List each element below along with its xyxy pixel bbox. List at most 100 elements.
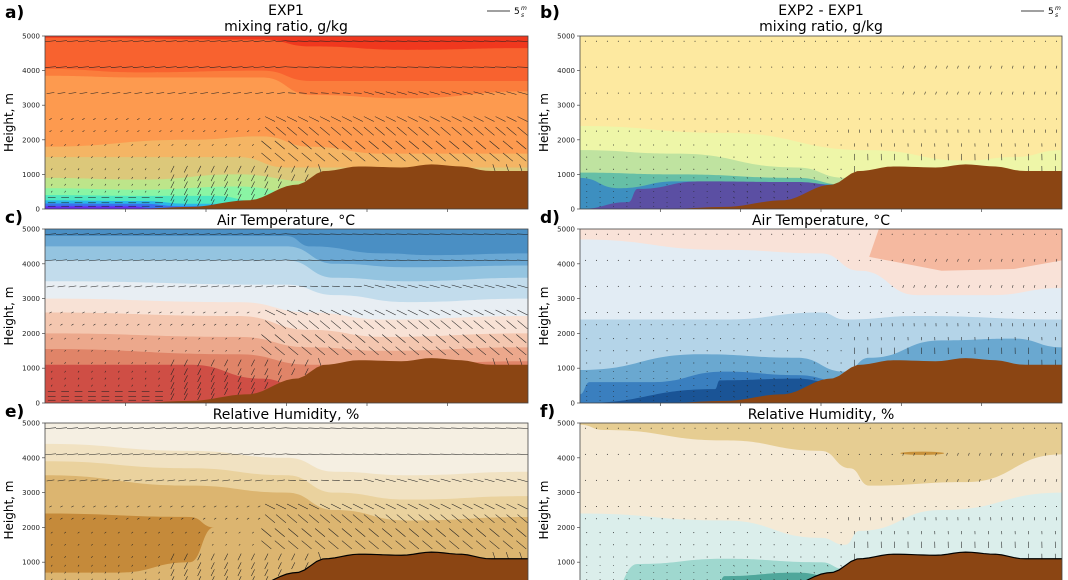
wind-arrow [224,194,229,202]
wind-arrow [451,284,462,289]
wind-arrow [1044,452,1047,456]
wind-arrow [341,514,353,524]
wind-arrow [840,350,842,352]
wind-arrow [143,427,155,430]
wind-arrow [869,259,871,261]
wind-arrow [1033,258,1036,262]
wind-arrow [880,233,882,235]
wind-arrow [495,40,507,42]
wind-arrow [310,285,318,287]
wind-arrow [408,140,420,150]
wind-arrow [626,338,628,340]
wind-arrow [171,337,174,340]
wind-arrow [440,259,452,261]
wind-arrow [286,116,298,122]
wind-arrow [869,427,871,429]
wind-arrow [1012,478,1014,482]
panel-label-e: e) [5,402,24,422]
wind-arrow [716,312,718,314]
wind-arrow [264,66,276,68]
wind-arrow [683,427,685,429]
wind-arrow [91,176,93,179]
wind-arrow [171,156,174,158]
wind-arrow [462,284,473,289]
wind-arrow [979,91,981,95]
wind-arrow [131,531,134,534]
wind-arrow [257,517,261,520]
wind-arrow [101,479,110,482]
wind-arrow [599,144,601,146]
wind-arrow [131,384,133,387]
wind-arrow [64,531,67,534]
wind-arrow [760,168,762,170]
wind-arrow [760,66,762,68]
wind-arrow [170,188,175,196]
wind-arrow [913,65,915,69]
wind-arrow [224,553,229,561]
wind-arrow [77,564,80,567]
wind-arrow [352,116,363,122]
wind-arrow [760,390,762,393]
wind-arrow [716,92,718,94]
wind-arrow [720,338,722,340]
wind-arrow [71,311,74,314]
wind-arrow [244,285,252,288]
wind-arrow [738,40,740,42]
wind-arrow [639,544,641,546]
wind-arrow [332,479,340,481]
wind-arrow [612,556,614,558]
wind-arrow [804,92,806,94]
wind-arrow [694,130,696,132]
wind-arrow [77,349,80,352]
wind-arrow [418,514,429,524]
wind-arrow [705,118,707,120]
wind-arrow [341,528,353,537]
wind-arrow [57,92,66,94]
wind-arrow [800,362,802,364]
wind-arrow [144,564,147,567]
wind-arrow [786,196,789,199]
wind-arrow [847,479,849,481]
wind-arrow [64,543,67,546]
wind-arrow [148,517,151,520]
wind-arrow [746,156,748,158]
wind-arrow [746,190,749,193]
wind-arrow [733,370,735,373]
wind-arrow [683,312,685,314]
wind-arrow [650,506,652,508]
wind-arrow [935,91,937,95]
wind-arrow [935,233,937,235]
wind-arrow [251,382,255,390]
wind-arrow [297,233,309,235]
wind-arrow [606,92,608,94]
wind-arrow [869,453,871,455]
wind-arrow [184,144,187,146]
wind-arrow [825,518,827,520]
wind-arrow [68,479,77,482]
wind-arrow [224,165,229,173]
wind-arrow [451,40,463,42]
wind-arrow [746,370,749,373]
wind-arrow [628,233,630,235]
wind-arrow [716,518,718,520]
wind-arrow [1045,118,1047,120]
wind-arrow [738,233,740,235]
wind-arrow [786,190,789,193]
wind-arrow [211,92,220,94]
wind-arrow [121,233,133,236]
wind-arrow [374,40,386,42]
wind-arrow [683,130,685,132]
wind-arrow [738,259,740,261]
wind-arrow [746,564,749,567]
wind-arrow [286,259,298,261]
wind-arrow [158,168,160,171]
wind-arrow [104,311,107,314]
wind-arrow [352,66,364,68]
wind-arrow [237,165,242,173]
wind-arrow [45,427,57,430]
wind-arrow [200,479,209,482]
wind-arrow [733,196,735,199]
wind-arrow [840,144,842,146]
wind-arrow [506,503,517,510]
wind-arrow [815,233,817,235]
